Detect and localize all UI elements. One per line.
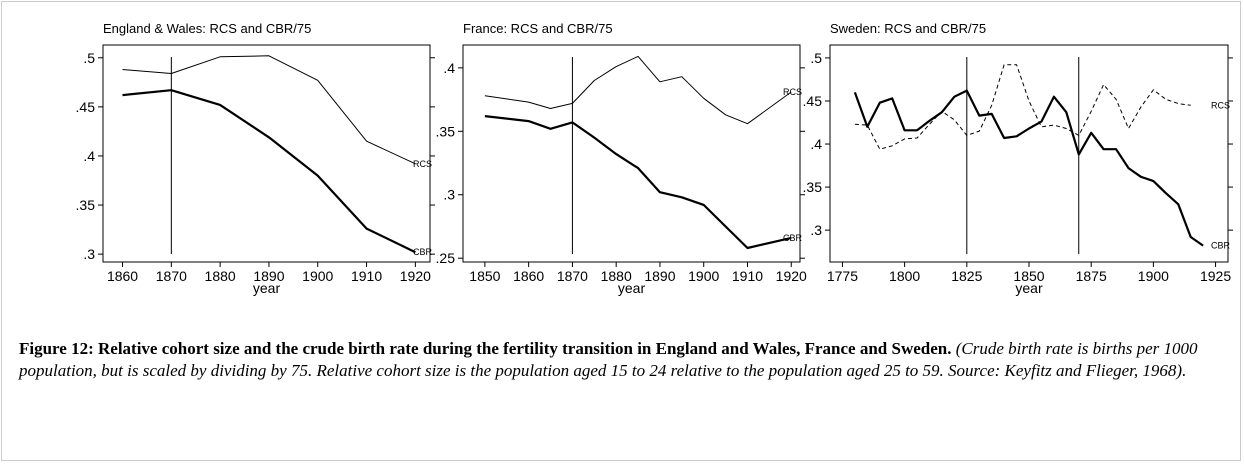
series-end-label: CBR [783,233,803,243]
x-tick-label: 1900 [302,268,333,284]
x-tick-label: 1920 [776,268,807,284]
chart-title: France: RCS and CBR/75 [463,21,613,36]
x-tick-label: 1920 [400,268,431,284]
x-tick-label: 1890 [253,268,284,284]
series-end-label: RCS [413,159,432,169]
y-tick-label: .3 [810,222,822,238]
x-axis-label: year [253,280,281,296]
chart-panel: England & Wales: RCS and CBR/75 .3 .35 .4 .4… [76,21,435,296]
chart-panel: France: RCS and CBR/75 .25 .3 .35 .4 1850 1860… [436,21,807,296]
series-end-label: CBR [413,247,433,257]
y-tick-label: .3 [443,187,455,203]
series-end-label: RCS [1211,100,1230,110]
x-tick-label: 1860 [513,268,544,284]
x-tick-label: 1910 [351,268,382,284]
x-tick-label: 1900 [688,268,719,284]
x-tick-label: 1800 [889,268,920,284]
x-tick-label: 1850 [1013,268,1044,284]
caption-note: (Crude birth rate is births per 1000 pop… [19,339,1198,380]
y-tick-label: .35 [436,123,456,139]
x-tick-label: 1925 [1200,268,1231,284]
chart-title: Sweden: RCS and CBR/75 [830,21,986,36]
y-tick-label: .35 [76,197,96,213]
figure: England & Wales: RCS and CBR/75 .3 .35 .4 .4… [76,21,1233,296]
y-tick-label: .5 [810,50,822,66]
x-tick-label: 1900 [1138,268,1169,284]
x-tick-label: 1910 [732,268,763,284]
x-tick-label: 1880 [205,268,236,284]
x-tick-label: 1875 [1076,268,1107,284]
plot-frame [102,44,431,263]
y-tick-label: .4 [443,60,455,76]
x-tick-label: 1870 [557,268,588,284]
x-tick-label: 1850 [469,268,500,284]
y-tick-label: .3 [83,246,95,262]
x-axis-label: year [618,280,646,296]
y-tick-label: .4 [810,136,822,152]
chart-title: England & Wales: RCS and CBR/75 [103,21,311,36]
y-tick-label: .35 [803,179,823,195]
x-tick-label: 1825 [951,268,982,284]
x-axis-label: year [1015,280,1043,296]
data-line [122,55,416,165]
y-tick-label: .4 [83,148,95,164]
plot-frame [829,44,1229,263]
y-tick-label: .25 [436,250,456,266]
x-tick-label: 1890 [644,268,675,284]
caption-title: Figure 12: Relative cohort size and the … [19,339,952,358]
series-end-label: CBR [1211,241,1231,251]
data-line [853,89,1204,247]
caption: Figure 12: Relative cohort size and the … [19,338,1229,382]
x-tick-label: 1860 [107,268,138,284]
chart-panel: Sweden: RCS and CBR/75 .3 .35 .4 .45 .5 1775 18… [803,21,1233,296]
plot-frame [462,44,801,263]
data-line [484,115,792,250]
series-end-label: RCS [783,87,802,97]
y-tick-label: .45 [76,99,96,115]
x-tick-label: 1870 [156,268,187,284]
x-tick-label: 1775 [827,268,858,284]
data-line [484,55,792,125]
data-line [122,89,416,254]
x-tick-label: 1880 [601,268,632,284]
data-line [854,64,1191,150]
y-tick-label: .45 [803,93,823,109]
y-tick-label: .5 [83,50,95,66]
